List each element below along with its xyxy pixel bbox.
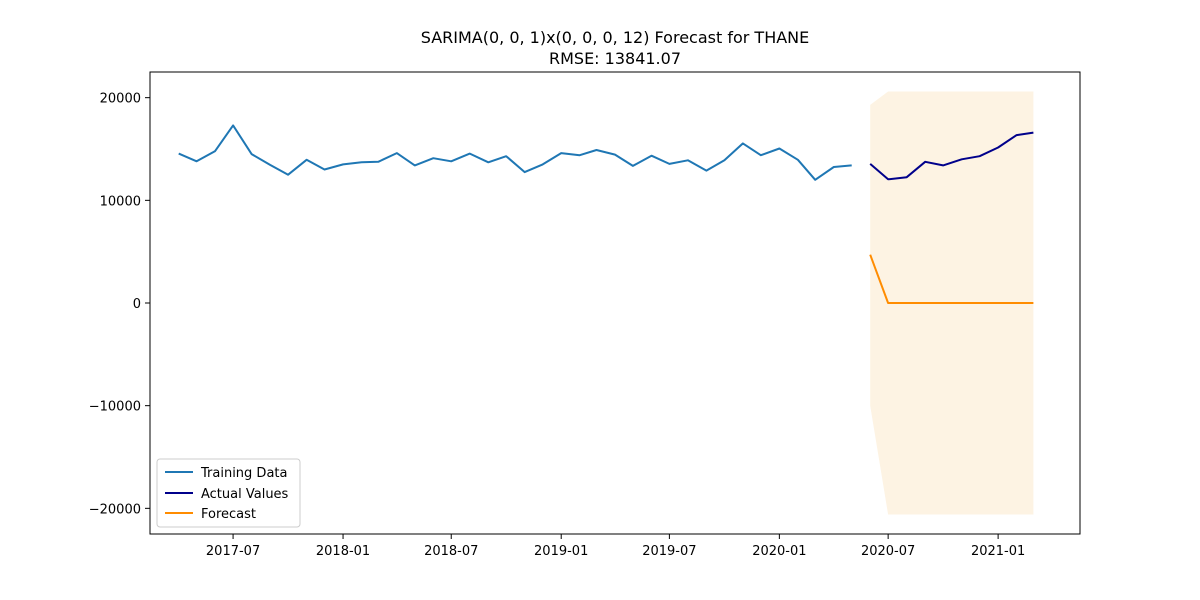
- legend-label-training: Training Data: [200, 466, 287, 481]
- legend-label-forecast: Forecast: [201, 507, 256, 522]
- x-tick-label: 2021-01: [971, 544, 1025, 559]
- actual-values-line: [869, 131, 1034, 181]
- forecast-line: [869, 254, 1034, 304]
- x-tick-label: 2018-01: [316, 544, 370, 559]
- x-tick-label: 2019-07: [642, 544, 696, 559]
- y-tick-label: 20000: [100, 92, 141, 107]
- legend-box: [156, 458, 301, 528]
- x-tick-label: 2019-01: [534, 544, 588, 559]
- x-axis: 2017-07 2018-01 2018-07 2019-01 2019-07 2020-…: [206, 534, 1025, 559]
- y-tick-label: −20000: [89, 502, 141, 517]
- chart-subtitle: RMSE: 13841.07: [549, 49, 681, 68]
- legend-label-actual: Actual Values: [201, 487, 289, 502]
- x-tick-label: 2017-07: [206, 544, 260, 559]
- x-tick-label: 2020-01: [752, 544, 806, 559]
- y-tick-label: 0: [133, 297, 141, 312]
- y-tick-label: −10000: [89, 400, 141, 415]
- series-layer: [178, 124, 1034, 304]
- x-tick-label: 2018-07: [424, 544, 478, 559]
- training-data-line: [178, 124, 852, 181]
- x-tick-label: 2020-07: [861, 544, 915, 559]
- y-axis: 20000 10000 0 −10000 −20000: [89, 92, 150, 517]
- legend: Training Data Actual Values Forecast: [156, 458, 301, 528]
- y-tick-label: 10000: [100, 194, 141, 209]
- chart-title: SARIMA(0, 0, 1)x(0, 0, 0, 12) Forecast f…: [421, 28, 810, 47]
